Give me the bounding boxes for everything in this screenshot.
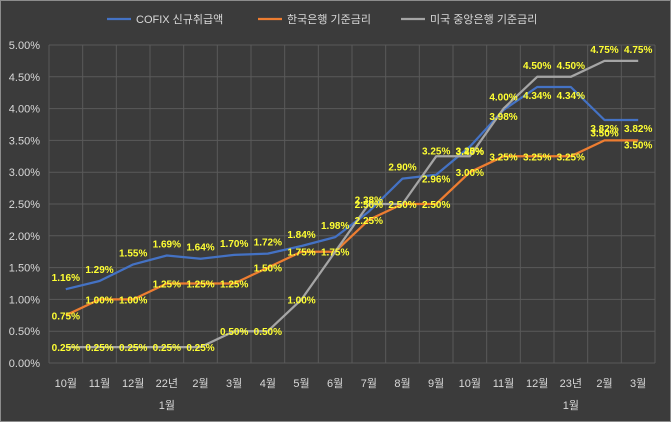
- y-tick-label: 1.00%: [9, 294, 40, 306]
- series-line-2: [65, 59, 639, 349]
- data-label: 0.25%: [119, 343, 147, 354]
- data-label: 0.25%: [153, 343, 181, 354]
- data-label: 1.64%: [186, 243, 214, 254]
- data-label: 2.25%: [355, 216, 383, 227]
- data-label: 1.70%: [220, 239, 248, 250]
- data-label: 0.25%: [186, 343, 214, 354]
- data-label: 3.25%: [422, 146, 450, 157]
- data-label: 4.75%: [590, 45, 618, 56]
- x-axis-ticks: 10월 11월 12월 22년 2월 3월 4월 5월 6월 7월 8월 9월 10월 11월 12월 23년…: [55, 377, 647, 412]
- gridlines: [48, 44, 656, 364]
- x-tick-label: 10월: [55, 377, 77, 390]
- data-label: 0.75%: [52, 311, 80, 322]
- x-tick-sublabel: 1월: [563, 399, 579, 412]
- x-tick-label: 8월: [394, 377, 410, 390]
- data-label: 4.00%: [489, 93, 517, 104]
- data-label: 1.72%: [254, 238, 282, 249]
- y-tick-label: 5.00%: [9, 40, 40, 52]
- y-tick-label: 4.50%: [9, 72, 40, 84]
- y-axis-ticks: 0.00% 0.50% 1.00% 1.50% 2.00% 2.50% 3.00% 3.50%…: [9, 40, 40, 370]
- data-label: 1.00%: [119, 295, 147, 306]
- y-tick-label: 3.50%: [9, 135, 40, 147]
- data-label: 1.00%: [85, 295, 113, 306]
- legend-label: 미국 중앙은행 기준금리: [430, 13, 537, 26]
- data-label: 3.25%: [456, 146, 484, 157]
- x-tick-label: 9월: [428, 377, 444, 390]
- data-label: 0.50%: [254, 327, 282, 338]
- data-label: 4.50%: [523, 61, 551, 72]
- legend-label: COFIX 신규취급액: [136, 13, 223, 26]
- x-tick-label: 6월: [327, 377, 343, 390]
- y-tick-label: 2.00%: [9, 231, 40, 243]
- data-label: 1.55%: [119, 248, 147, 259]
- data-label: 2.50%: [388, 200, 416, 211]
- x-tick-sublabel: 1월: [159, 399, 175, 412]
- data-label: 1.50%: [254, 264, 282, 275]
- data-label: 4.75%: [624, 45, 652, 56]
- data-label: 1.25%: [186, 280, 214, 291]
- data-label: 2.50%: [422, 200, 450, 211]
- series-line-0: [65, 85, 639, 291]
- data-label: 0.50%: [220, 327, 248, 338]
- data-label: 1.69%: [153, 240, 181, 251]
- data-label: 1.00%: [287, 295, 315, 306]
- y-tick-label: 0.50%: [9, 326, 40, 338]
- y-tick-label: 2.50%: [9, 199, 40, 211]
- data-label: 1.75%: [321, 248, 349, 259]
- data-label: 4.50%: [557, 61, 585, 72]
- data-label: 2.90%: [388, 163, 416, 174]
- data-label: 0.25%: [85, 343, 113, 354]
- x-tick-label: 11월: [89, 377, 111, 390]
- data-label: 3.98%: [489, 112, 517, 123]
- data-label: 1.75%: [287, 248, 315, 259]
- x-tick-label: 23년: [560, 377, 582, 390]
- y-tick-label: 4.00%: [9, 104, 40, 116]
- x-tick-label: 2월: [192, 377, 208, 390]
- x-tick-label: 12월: [526, 377, 548, 390]
- x-tick-label: 3월: [630, 377, 646, 390]
- y-tick-label: 0.00%: [9, 358, 40, 370]
- x-tick-label: 2월: [596, 377, 612, 390]
- data-label: 1.29%: [85, 265, 113, 276]
- data-label: 4.34%: [557, 91, 585, 102]
- data-label: 2.96%: [422, 175, 450, 186]
- series-line-1: [65, 139, 639, 317]
- data-label: 1.84%: [287, 230, 315, 241]
- x-tick-label: 12월: [122, 377, 144, 390]
- data-label: 3.25%: [523, 152, 551, 163]
- data-label: 3.82%: [590, 124, 618, 135]
- data-label: 3.50%: [624, 140, 652, 151]
- x-tick-label: 11월: [493, 377, 515, 390]
- data-label: 1.16%: [52, 273, 80, 284]
- data-label: 2.38%: [355, 196, 383, 207]
- data-label: 4.34%: [523, 91, 551, 102]
- x-tick-label: 3월: [226, 377, 242, 390]
- data-label: 3.00%: [456, 168, 484, 179]
- data-label: 3.50%: [590, 128, 618, 139]
- x-tick-label: 4월: [260, 377, 276, 390]
- data-label: 1.98%: [321, 221, 349, 232]
- x-tick-label: 5월: [293, 377, 309, 390]
- data-label: 3.40%: [456, 147, 484, 158]
- data-label: 1.25%: [220, 280, 248, 291]
- y-tick-label: 3.00%: [9, 167, 40, 179]
- data-labels: 1.16% 1.29% 1.55% 1.69% 1.64% 1.70% 1.72% 1.84%…: [52, 45, 653, 354]
- data-label: 2.50%: [355, 200, 383, 211]
- x-tick-label: 7월: [361, 377, 377, 390]
- series-lines: [65, 59, 639, 349]
- data-label: 3.25%: [557, 152, 585, 163]
- data-label: 0.25%: [52, 343, 80, 354]
- data-label: 3.25%: [489, 152, 517, 163]
- x-tick-label: 22년: [156, 377, 178, 390]
- legend: COFIX 신규취급액 한국은행 기준금리 미국 중앙은행 기준금리: [107, 13, 537, 26]
- y-tick-label: 1.50%: [9, 263, 40, 275]
- x-tick-label: 10월: [459, 377, 481, 390]
- legend-label: 한국은행 기준금리: [287, 13, 371, 26]
- data-label: 1.25%: [153, 280, 181, 291]
- data-label: 3.82%: [624, 124, 652, 135]
